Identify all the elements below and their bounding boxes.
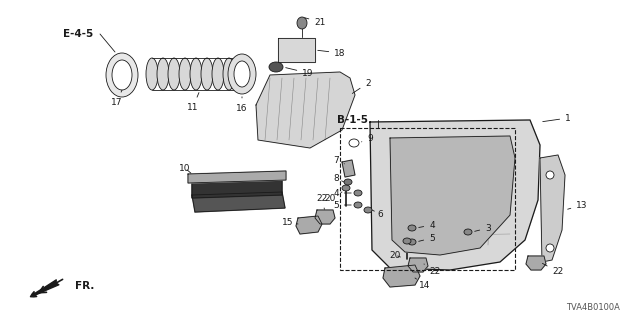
Text: 11: 11 <box>188 92 199 111</box>
Ellipse shape <box>223 58 235 90</box>
Text: 8: 8 <box>333 173 344 182</box>
Ellipse shape <box>201 58 213 90</box>
Text: B-1-5: B-1-5 <box>337 115 369 125</box>
Text: 20: 20 <box>324 192 342 203</box>
Polygon shape <box>540 155 565 262</box>
Ellipse shape <box>179 58 191 90</box>
Text: FR.: FR. <box>75 281 94 291</box>
Ellipse shape <box>146 58 158 90</box>
Ellipse shape <box>354 190 362 196</box>
Text: 21: 21 <box>305 18 326 27</box>
Polygon shape <box>390 136 515 255</box>
Text: 4: 4 <box>419 220 435 229</box>
Text: 14: 14 <box>415 278 431 290</box>
Ellipse shape <box>269 62 283 72</box>
Polygon shape <box>296 216 322 234</box>
Text: 10: 10 <box>179 164 191 173</box>
Text: 3: 3 <box>475 223 491 233</box>
Ellipse shape <box>157 58 169 90</box>
Ellipse shape <box>190 58 202 90</box>
Polygon shape <box>408 258 428 272</box>
Ellipse shape <box>354 202 362 208</box>
Polygon shape <box>256 72 355 148</box>
Ellipse shape <box>228 54 256 94</box>
Polygon shape <box>526 256 546 270</box>
Ellipse shape <box>112 60 132 90</box>
Text: 4: 4 <box>333 188 351 197</box>
Text: 17: 17 <box>111 90 123 107</box>
Text: 20: 20 <box>389 251 401 260</box>
Bar <box>340 128 515 270</box>
Ellipse shape <box>106 53 138 97</box>
Text: 16: 16 <box>236 97 248 113</box>
Ellipse shape <box>408 239 416 245</box>
Ellipse shape <box>342 185 350 191</box>
Polygon shape <box>192 175 282 198</box>
Polygon shape <box>383 265 420 287</box>
Ellipse shape <box>403 238 411 244</box>
Text: 22: 22 <box>543 263 564 276</box>
Text: E-4-5: E-4-5 <box>63 29 93 39</box>
Ellipse shape <box>212 58 224 90</box>
Text: 9: 9 <box>362 133 373 142</box>
Text: 5: 5 <box>333 201 351 210</box>
Text: 6: 6 <box>372 210 383 219</box>
Text: 2: 2 <box>352 78 371 93</box>
Polygon shape <box>188 171 286 183</box>
Text: TVA4B0100A: TVA4B0100A <box>566 303 620 312</box>
Ellipse shape <box>168 58 180 90</box>
Ellipse shape <box>546 171 554 179</box>
Ellipse shape <box>408 225 416 231</box>
Text: 1: 1 <box>543 114 571 123</box>
Text: 5: 5 <box>419 234 435 243</box>
Ellipse shape <box>364 207 372 213</box>
Text: 22: 22 <box>424 264 440 276</box>
Polygon shape <box>370 120 540 270</box>
Text: 22: 22 <box>316 194 328 209</box>
Ellipse shape <box>297 17 307 29</box>
Ellipse shape <box>234 61 250 87</box>
Text: 19: 19 <box>285 68 314 77</box>
Text: 13: 13 <box>568 201 588 210</box>
Text: 15: 15 <box>282 218 298 227</box>
Ellipse shape <box>344 179 352 185</box>
Polygon shape <box>315 210 335 224</box>
Text: 18: 18 <box>317 49 346 58</box>
Ellipse shape <box>464 229 472 235</box>
Polygon shape <box>342 160 355 177</box>
Text: 7: 7 <box>333 156 344 164</box>
Polygon shape <box>192 192 285 212</box>
Polygon shape <box>278 38 315 62</box>
Ellipse shape <box>546 244 554 252</box>
